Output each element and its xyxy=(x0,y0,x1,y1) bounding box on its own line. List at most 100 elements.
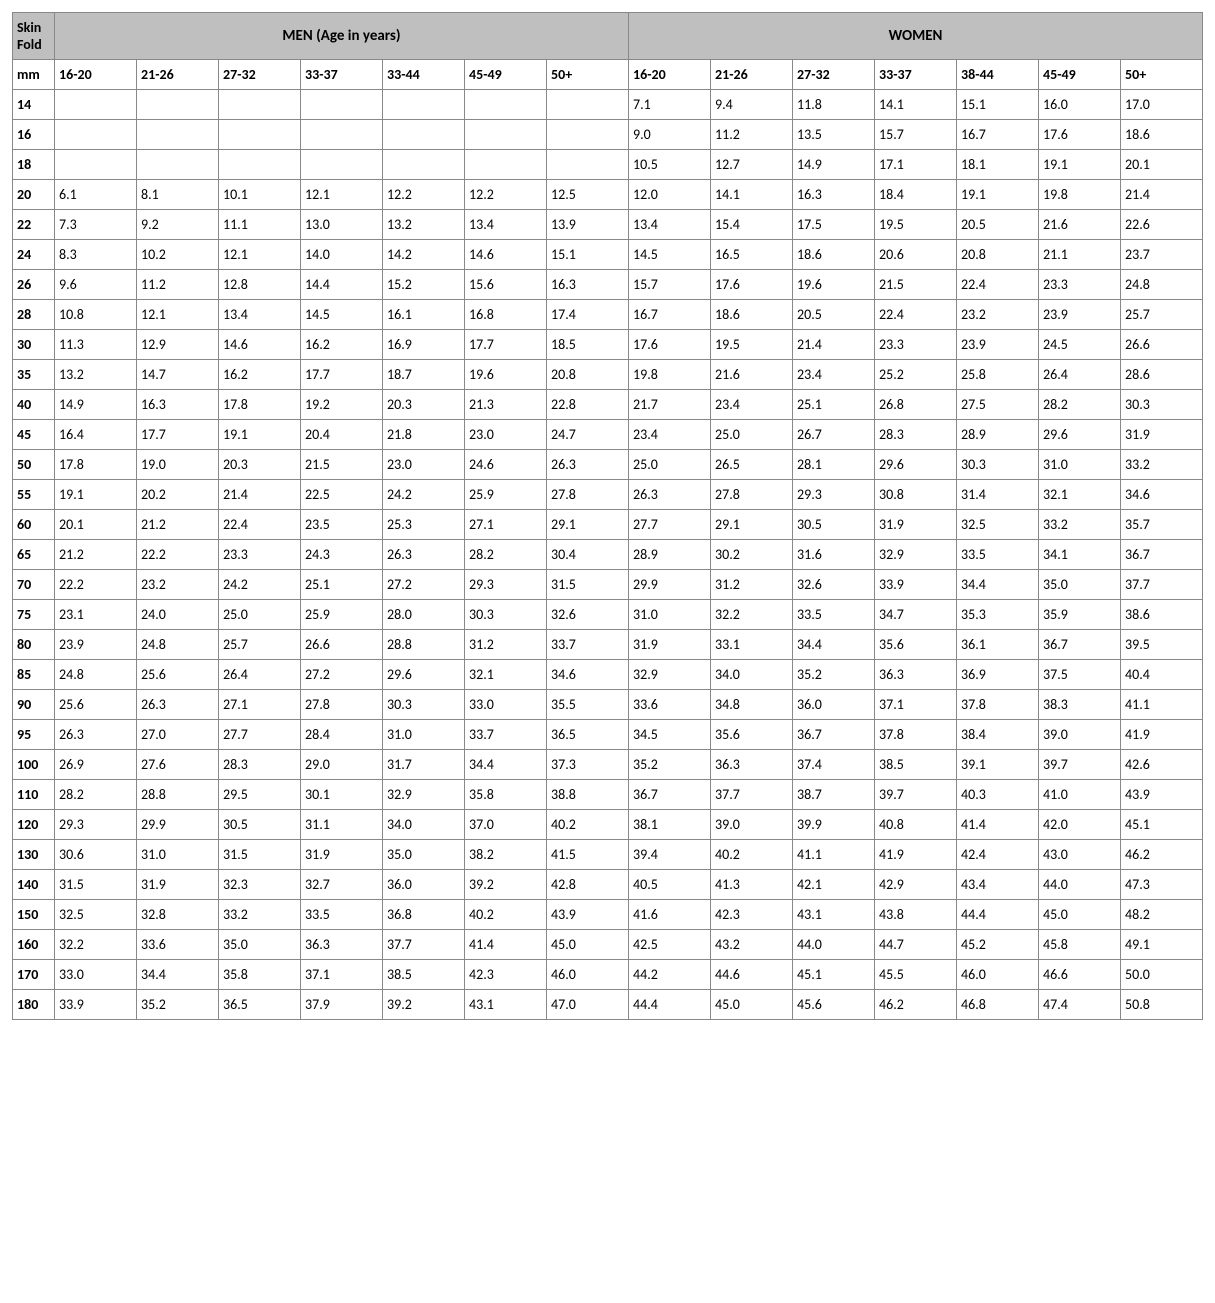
value-cell: 36.8 xyxy=(383,900,465,930)
table-row: 14031.531.932.332.736.039.242.840.541.34… xyxy=(13,870,1203,900)
table-row: 4014.916.317.819.220.321.322.821.723.425… xyxy=(13,390,1203,420)
value-cell: 45.0 xyxy=(547,930,629,960)
value-cell: 49.1 xyxy=(1121,930,1203,960)
age-column-header: 33-37 xyxy=(301,60,383,90)
group-header-men: MEN (Age in years) xyxy=(55,13,629,60)
value-cell xyxy=(383,150,465,180)
value-cell: 27.2 xyxy=(383,570,465,600)
table-row: 7523.124.025.025.928.030.332.631.032.233… xyxy=(13,600,1203,630)
value-cell: 36.0 xyxy=(793,690,875,720)
value-cell: 46.2 xyxy=(1121,840,1203,870)
value-cell: 25.0 xyxy=(219,600,301,630)
value-cell: 23.3 xyxy=(1039,270,1121,300)
value-cell: 26.3 xyxy=(55,720,137,750)
value-cell: 23.4 xyxy=(629,420,711,450)
value-cell xyxy=(301,90,383,120)
value-cell: 46.0 xyxy=(547,960,629,990)
value-cell: 24.5 xyxy=(1039,330,1121,360)
value-cell: 24.2 xyxy=(383,480,465,510)
value-cell: 31.9 xyxy=(137,870,219,900)
value-cell: 41.9 xyxy=(875,840,957,870)
value-cell: 44.7 xyxy=(875,930,957,960)
value-cell: 39.2 xyxy=(383,990,465,1020)
value-cell: 13.4 xyxy=(629,210,711,240)
table-row: 3011.312.914.616.216.917.718.517.619.521… xyxy=(13,330,1203,360)
value-cell: 22.2 xyxy=(137,540,219,570)
value-cell: 32.9 xyxy=(875,540,957,570)
value-cell: 39.2 xyxy=(465,870,547,900)
mm-cell: 75 xyxy=(13,600,55,630)
value-cell: 47.0 xyxy=(547,990,629,1020)
value-cell: 25.2 xyxy=(875,360,957,390)
skinfold-table: Skin FoldMEN (Age in years)WOMENmm16-202… xyxy=(12,12,1203,1020)
value-cell: 44.4 xyxy=(629,990,711,1020)
table-row: 9025.626.327.127.830.333.035.533.634.836… xyxy=(13,690,1203,720)
age-column-header: 27-32 xyxy=(219,60,301,90)
mm-cell: 90 xyxy=(13,690,55,720)
value-cell: 28.9 xyxy=(957,420,1039,450)
value-cell: 23.4 xyxy=(793,360,875,390)
mm-cell: 170 xyxy=(13,960,55,990)
value-cell: 14.0 xyxy=(301,240,383,270)
value-cell: 45.0 xyxy=(711,990,793,1020)
value-cell: 30.8 xyxy=(875,480,957,510)
table-row: 15032.532.833.233.536.840.243.941.642.34… xyxy=(13,900,1203,930)
value-cell: 31.1 xyxy=(301,810,383,840)
value-cell: 24.2 xyxy=(219,570,301,600)
value-cell: 10.5 xyxy=(629,150,711,180)
value-cell: 13.2 xyxy=(383,210,465,240)
value-cell: 43.1 xyxy=(793,900,875,930)
value-cell: 35.2 xyxy=(793,660,875,690)
table-row: 6521.222.223.324.326.328.230.428.930.231… xyxy=(13,540,1203,570)
value-cell: 46.0 xyxy=(957,960,1039,990)
value-cell: 42.3 xyxy=(711,900,793,930)
value-cell: 31.9 xyxy=(629,630,711,660)
value-cell: 34.4 xyxy=(793,630,875,660)
value-cell: 37.9 xyxy=(301,990,383,1020)
value-cell: 26.5 xyxy=(711,450,793,480)
value-cell: 16.2 xyxy=(219,360,301,390)
value-cell: 8.1 xyxy=(137,180,219,210)
value-cell: 38.3 xyxy=(1039,690,1121,720)
value-cell: 27.7 xyxy=(219,720,301,750)
mm-cell: 30 xyxy=(13,330,55,360)
corner-header: Skin Fold xyxy=(13,13,55,60)
value-cell: 44.0 xyxy=(1039,870,1121,900)
value-cell: 36.7 xyxy=(793,720,875,750)
value-cell: 25.0 xyxy=(711,420,793,450)
mm-cell: 60 xyxy=(13,510,55,540)
value-cell xyxy=(383,90,465,120)
value-cell: 28.8 xyxy=(383,630,465,660)
value-cell: 32.6 xyxy=(547,600,629,630)
value-cell: 21.6 xyxy=(1039,210,1121,240)
value-cell: 26.4 xyxy=(219,660,301,690)
value-cell: 13.9 xyxy=(547,210,629,240)
age-column-header: 33-44 xyxy=(383,60,465,90)
value-cell: 19.1 xyxy=(1039,150,1121,180)
value-cell: 31.9 xyxy=(1121,420,1203,450)
table-row: 13030.631.031.531.935.038.241.539.440.24… xyxy=(13,840,1203,870)
value-cell: 39.7 xyxy=(875,780,957,810)
value-cell: 29.6 xyxy=(875,450,957,480)
value-cell: 20.6 xyxy=(875,240,957,270)
value-cell: 16.9 xyxy=(383,330,465,360)
value-cell: 34.4 xyxy=(465,750,547,780)
value-cell: 39.0 xyxy=(1039,720,1121,750)
value-cell: 38.6 xyxy=(1121,600,1203,630)
value-cell: 28.2 xyxy=(1039,390,1121,420)
value-cell: 20.3 xyxy=(383,390,465,420)
age-column-header: 16-20 xyxy=(629,60,711,90)
value-cell: 32.1 xyxy=(465,660,547,690)
value-cell xyxy=(465,120,547,150)
value-cell: 29.6 xyxy=(1039,420,1121,450)
mm-cell: 70 xyxy=(13,570,55,600)
value-cell: 41.4 xyxy=(957,810,1039,840)
table-body: 147.19.411.814.115.116.017.0169.011.213.… xyxy=(13,90,1203,1020)
value-cell: 12.7 xyxy=(711,150,793,180)
value-cell: 12.2 xyxy=(465,180,547,210)
value-cell xyxy=(301,150,383,180)
value-cell: 22.6 xyxy=(1121,210,1203,240)
value-cell: 33.5 xyxy=(957,540,1039,570)
value-cell: 25.0 xyxy=(629,450,711,480)
value-cell: 12.1 xyxy=(301,180,383,210)
